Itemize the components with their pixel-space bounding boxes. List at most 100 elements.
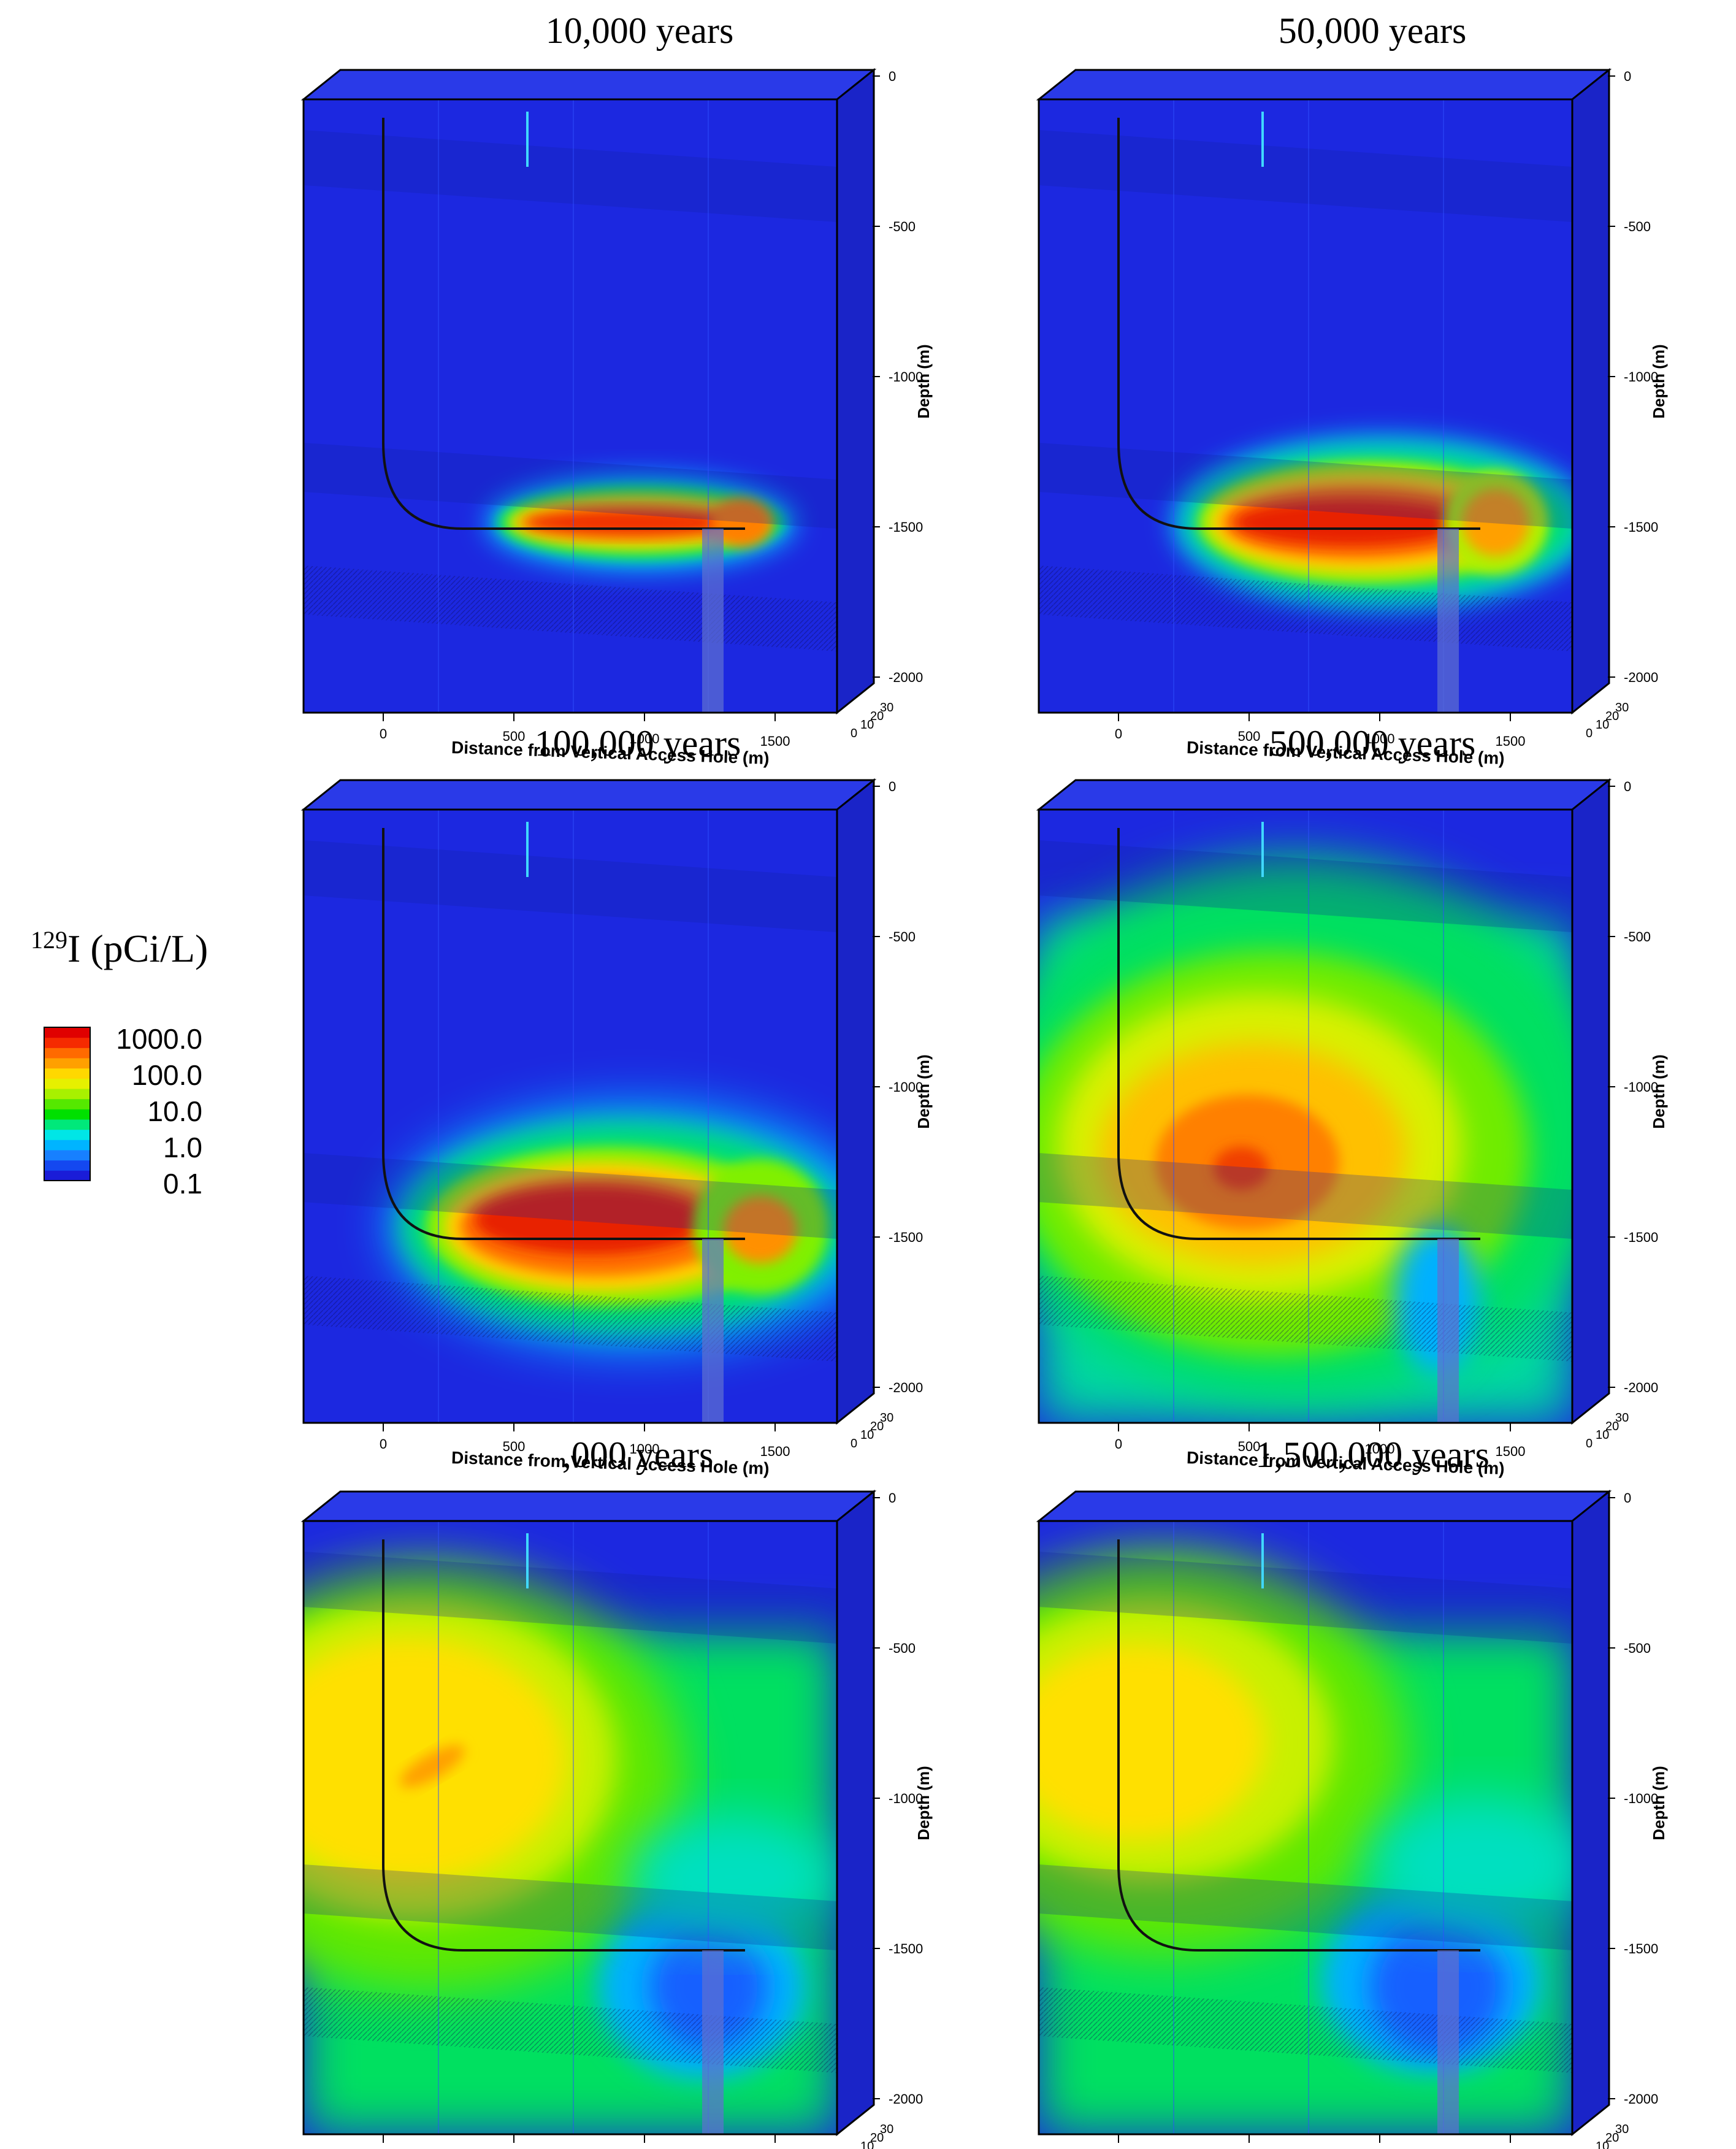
depth-tick-label: -500 [1624,219,1651,234]
colorbar-label: 0.1 [163,1168,202,1200]
depth-tick-label: -1000 [889,1079,923,1095]
colorbar-segment [44,1037,90,1048]
x-tick-label: 1000 [1365,1441,1395,1457]
colorbar-segment [44,1078,90,1089]
y-tick-label: 20 [870,1420,884,1433]
box-top-face [1036,1490,1612,1522]
y-tick-label: 20 [870,710,884,723]
y-tick-label: 10 [860,718,874,732]
x-tick-label: 1500 [1496,1444,1526,1459]
x-tick-label: 1000 [630,1441,660,1457]
y-tick-label: 10 [860,1428,874,1442]
panel-title: 10,000 years [546,10,734,51]
formation-layer [304,1552,837,1644]
colorbar-segment [44,1129,90,1140]
depth-tick-label: -1500 [889,1230,923,1245]
y-tick-label: 10 [860,2140,874,2149]
depth-tick-label: -2000 [1624,1380,1658,1395]
box-top-face [300,1490,877,1522]
colorbar-label: 1.0 [163,1132,202,1163]
y-tick-label: 20 [1605,2131,1619,2145]
colorbar-segment [44,1089,90,1100]
box-top-face [1036,69,1612,101]
depth-tick-label: -500 [1624,929,1651,944]
model-box: 0 -500 -1000 -1500 -2000 Depth (m) 0 500 1000 150… [1036,67,1668,768]
colorbar-label: 1000.0 [116,1023,202,1055]
y-tick-label: 20 [870,2131,884,2145]
x-tick-label: 1000 [1365,731,1395,746]
formation-layer [304,1864,837,1950]
fault-block [702,1239,724,1423]
colorbar-segment [44,1068,90,1079]
panel-title: 500,000 years [1269,723,1476,764]
box-top-face [1036,779,1612,811]
x-tick-label: 1500 [760,734,790,749]
wellbore [1117,1539,1480,1952]
depth-axis-label: Depth (m) [914,1766,933,1840]
formation-layer [1039,1552,1572,1644]
box-right-face [836,778,875,1425]
wellbore [1117,118,1480,530]
y-tick-label: 10 [1596,1428,1609,1442]
y-tick-label: 10 [1596,718,1609,732]
depth-tick-label: -2000 [1624,2091,1658,2107]
depth-axis-label: Depth (m) [914,344,933,418]
x-tick-label: 0 [1115,726,1122,741]
box-right-face [1571,67,1610,715]
x-tick-label: 0 [1115,2148,1122,2149]
y-tick-label: 0 [1586,1437,1593,1450]
x-tick-label: 1500 [1496,734,1526,749]
x-tick-label: 0 [1115,1436,1122,1452]
colorbar-label: 10.0 [147,1095,202,1127]
panel-title: ,000 years [562,1435,714,1475]
panel-1: 10,000 years 0 -500 -1000 -1500 -2000 Depth (m… [300,10,933,768]
fault-block [1437,1950,1459,2134]
panel-6: 1,500,000 years 0 -500 -1000 -1500 -2000 Depth… [1036,1435,1668,2149]
depth-tick-label: 0 [889,779,896,794]
depth-tick-label: -1000 [889,369,923,385]
panel-title: 1,500,000 years [1255,1435,1489,1475]
y-tick-label: 0 [851,1437,857,1450]
fault-block [1437,529,1459,713]
box-top-face [300,779,877,811]
legend-title-superscript: 129 [31,926,67,954]
colorbar-segment [44,1150,90,1161]
depth-tick-label: -2000 [889,670,923,685]
y-tick-label: 30 [1615,701,1629,714]
panel-5: ,000 years 0 -500 -1000 -1500 -2000 Depth (m) 0… [300,1435,933,2149]
depth-tick-label: 0 [1624,779,1631,794]
depth-tick-label: -500 [889,1641,916,1656]
depth-axis-label: Depth (m) [1650,1766,1668,1840]
x-tick-label: 1000 [630,731,660,746]
depth-axis-label: Depth (m) [1650,1054,1668,1128]
formation-layer [304,840,837,932]
depth-tick-label: -1000 [1624,1791,1658,1806]
formation-layer [304,1153,837,1239]
colorbar-segment [44,1170,90,1181]
colorbar [44,1027,91,1181]
colorbar-segment [44,1027,90,1038]
x-tick-label: 0 [380,2148,387,2149]
depth-tick-label: -1500 [889,1941,923,1956]
depth-tick-label: -2000 [889,2091,923,2107]
model-box: 0 -500 -1000 -1500 -2000 Depth (m) 0 500 1000 150… [1036,778,1668,1478]
model-box: 0 -500 -1000 -1500 -2000 Depth (m) 0 500 1000 150… [300,67,933,768]
colorbar-segment [44,1119,90,1130]
depth-tick-label: -1500 [1624,1230,1658,1245]
formation-layer [1039,840,1572,932]
depth-tick-label: -1500 [889,519,923,535]
y-tick-label: 30 [880,2123,893,2136]
depth-tick-label: -2000 [1624,670,1658,685]
y-tick-label: 20 [1605,1420,1619,1433]
y-tick-label: 0 [851,727,857,740]
wellbore [1117,828,1480,1240]
depth-tick-label: 0 [1624,69,1631,84]
y-tick-label: 30 [880,701,893,714]
colorbar-frame [44,1027,91,1181]
depth-tick-label: -1000 [889,1791,923,1806]
wellbore [382,828,745,1240]
y-tick-label: 20 [1605,710,1619,723]
x-tick-label: 1500 [760,1444,790,1459]
